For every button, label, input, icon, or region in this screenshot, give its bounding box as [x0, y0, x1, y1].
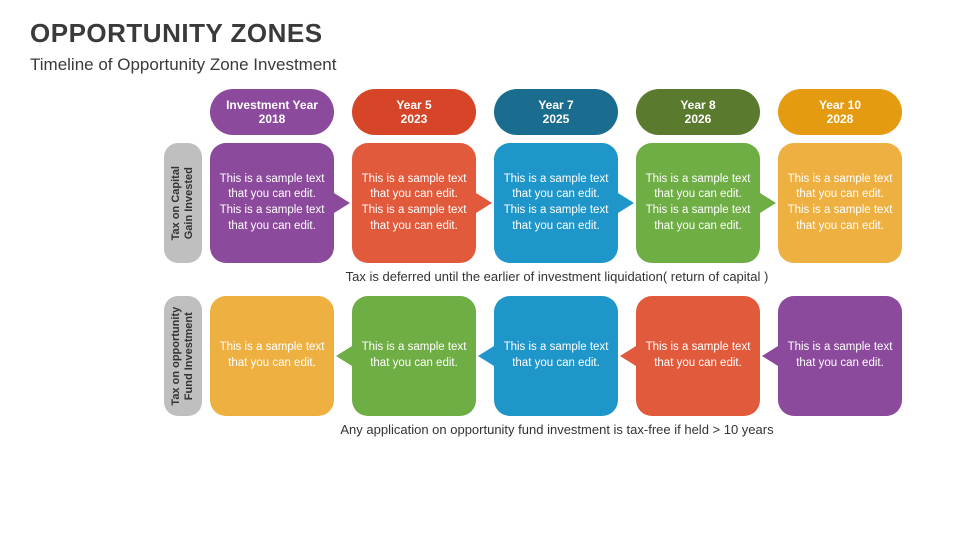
- arrow-left-icon: [336, 346, 352, 366]
- row-label-capital-gain: Tax on CapitalGain Invested: [164, 143, 202, 263]
- timeline-header-pill: Year 82026: [636, 89, 760, 135]
- timeline-box: This is a sample text that you can edit.: [210, 296, 334, 416]
- timeline-header-pill: Year 72025: [494, 89, 618, 135]
- row-label-fund-investment: Tax on opportunityFund Investment: [164, 296, 202, 416]
- timeline-box: This is a sample text that you can edit.: [494, 296, 618, 416]
- arrow-left-icon: [762, 346, 778, 366]
- timeline-header-pill: Investment Year2018: [210, 89, 334, 135]
- arrow-right-icon: [334, 193, 350, 213]
- arrow-right-icon: [618, 193, 634, 213]
- row-fund-investment: Tax on opportunityFund Investment This i…: [30, 296, 930, 416]
- page-title: OPPORTUNITY ZONES: [30, 18, 930, 49]
- timeline-box: This is a sample text that you can edit.…: [352, 143, 476, 263]
- timeline-header-pill: Year 52023: [352, 89, 476, 135]
- arrow-left-icon: [620, 346, 636, 366]
- timeline-headers: Investment Year2018 Year 52023 Year 72025 Y…: [210, 89, 930, 135]
- row1-caption: Tax is deferred until the earlier of inv…: [210, 269, 904, 284]
- timeline-box: This is a sample text that you can edit.: [352, 296, 476, 416]
- arrow-left-icon: [478, 346, 494, 366]
- timeline-box: This is a sample text that you can edit.…: [494, 143, 618, 263]
- timeline-box: This is a sample text that you can edit.: [636, 296, 760, 416]
- timeline-box: This is a sample text that you can edit.…: [778, 143, 902, 263]
- arrow-right-icon: [760, 193, 776, 213]
- timeline-header-pill: Year 102028: [778, 89, 902, 135]
- timeline-box: This is a sample text that you can edit.…: [636, 143, 760, 263]
- row1-boxes: This is a sample text that you can edit.…: [210, 143, 902, 263]
- row-capital-gain: Tax on CapitalGain Invested This is a sa…: [30, 143, 930, 263]
- row2-caption: Any application on opportunity fund inve…: [210, 422, 904, 437]
- timeline-box: This is a sample text that you can edit.…: [210, 143, 334, 263]
- arrow-right-icon: [476, 193, 492, 213]
- timeline-box: This is a sample text that you can edit.: [778, 296, 902, 416]
- page-subtitle: Timeline of Opportunity Zone Investment: [30, 55, 930, 75]
- row2-boxes: This is a sample text that you can edit.…: [210, 296, 902, 416]
